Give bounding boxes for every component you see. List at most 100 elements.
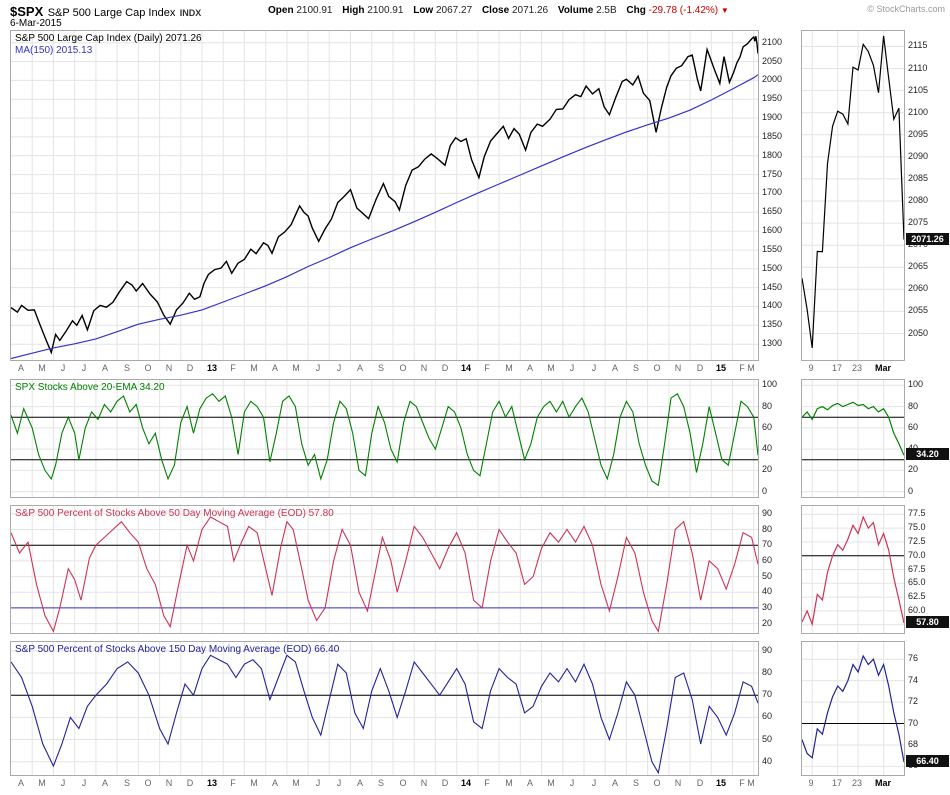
- x-axis-label: 23: [851, 363, 863, 373]
- series-line: [11, 35, 758, 355]
- x-axis-label: J: [336, 363, 342, 373]
- x-axis-label: D: [441, 363, 449, 373]
- y-axis-label: 100: [908, 379, 924, 389]
- legend-item: MA(150) 2015.13: [15, 45, 93, 56]
- x-axis-label: D: [186, 778, 194, 788]
- y-axis-label: 1550: [762, 244, 783, 254]
- y-axis-label: 2100: [908, 107, 929, 117]
- series-line: [11, 74, 758, 360]
- y-axis-label: 70: [762, 539, 773, 549]
- x-axis-label: 14: [460, 778, 472, 788]
- series-line: [11, 516, 758, 633]
- x-axis-label: N: [420, 778, 428, 788]
- main-panel-2: [10, 379, 759, 498]
- x-axis-label: S: [123, 363, 131, 373]
- y-axis-label: 60: [908, 422, 919, 432]
- plot-canvas: [11, 380, 758, 497]
- y-axis-label: 40: [762, 586, 773, 596]
- plot-canvas: [802, 380, 904, 497]
- x-axis-label: A: [356, 778, 364, 788]
- y-axis-label: 2110: [908, 63, 928, 73]
- y-axis-label: 1900: [762, 112, 783, 122]
- x-axis-label: J: [569, 778, 575, 788]
- x-axis-label: 9: [808, 363, 814, 373]
- y-axis-label: 1750: [762, 169, 783, 179]
- y-axis-label: 40: [762, 443, 773, 453]
- y-axis-label: 0: [762, 486, 768, 496]
- y-axis-label: 80: [908, 401, 919, 411]
- x-axis-label: J: [591, 363, 597, 373]
- index-name: S&P 500 Large Cap Index: [47, 7, 176, 19]
- y-axis-label: 1650: [762, 206, 783, 216]
- close-label: Close: [481, 5, 510, 16]
- x-axis-label: A: [271, 778, 279, 788]
- x-axis-label: O: [399, 363, 407, 373]
- x-axis-label: M: [292, 778, 300, 788]
- x-axis-label: J: [60, 778, 66, 788]
- series-line: [11, 392, 758, 487]
- y-axis-label: 1500: [762, 263, 783, 273]
- x-axis-label: N: [674, 778, 682, 788]
- mini-panel-4: [801, 641, 905, 776]
- x-axis-label: O: [144, 778, 152, 788]
- y-axis-label: 77.5: [908, 508, 926, 518]
- series-line: [11, 654, 758, 775]
- low-label: Low: [413, 5, 434, 16]
- chart-date: 6-Mar-2015: [10, 18, 62, 29]
- x-axis-label: J: [591, 778, 597, 788]
- y-axis-label: 2115: [908, 40, 928, 50]
- x-axis-label: F: [230, 363, 236, 373]
- y-axis-label: 2050: [908, 328, 929, 338]
- y-axis-label: 1800: [762, 150, 783, 160]
- y-axis-label: 80: [762, 401, 773, 411]
- y-axis-label: 1600: [762, 225, 783, 235]
- close-value: 2071.26: [511, 5, 549, 16]
- x-axis-label: A: [526, 778, 534, 788]
- plot-canvas: [11, 506, 758, 633]
- x-axis-label: D: [696, 363, 704, 373]
- chg-value: -29.78 (-1.42%): [648, 5, 719, 16]
- plot-canvas: [802, 642, 904, 775]
- y-axis-label: 20: [762, 618, 773, 628]
- x-axis-label: J: [336, 778, 342, 788]
- exchange-label: INDX: [179, 8, 202, 18]
- x-axis-label: 15: [715, 363, 727, 373]
- x-axis-label: M: [505, 363, 513, 373]
- y-axis-label: 65.0: [908, 577, 926, 587]
- x-axis-label: A: [611, 363, 619, 373]
- x-axis-label: F: [230, 778, 236, 788]
- legend-item: S&P 500 Large Cap Index (Daily) 2071.26: [15, 33, 202, 44]
- y-axis-label: 76: [908, 653, 919, 663]
- current-value-box: 66.40: [906, 755, 949, 767]
- x-axis-label: J: [81, 778, 87, 788]
- y-axis-label: 30: [762, 602, 773, 612]
- x-axis-label: S: [377, 363, 385, 373]
- y-axis-label: 60: [762, 711, 773, 721]
- x-axis-label: A: [17, 363, 25, 373]
- x-axis-label: M: [250, 778, 258, 788]
- y-axis-label: 67.5: [908, 564, 926, 574]
- x-axis-label: 17: [831, 363, 843, 373]
- y-axis-label: 2095: [908, 129, 929, 139]
- y-axis-label: 2085: [908, 173, 929, 183]
- mini-series-line: [802, 35, 904, 348]
- x-axis-label: O: [653, 778, 661, 788]
- x-axis-label: 15: [715, 778, 727, 788]
- plot-canvas: [11, 642, 758, 775]
- x-axis-label: S: [123, 778, 131, 788]
- x-axis-label: M: [250, 363, 258, 373]
- x-axis-label: 14: [460, 363, 472, 373]
- x-axis-label: 23: [851, 778, 863, 788]
- y-axis-label: 1450: [762, 282, 783, 292]
- y-axis-label: 80: [762, 667, 773, 677]
- quote-open: Open 2100.91: [268, 5, 333, 16]
- x-axis-label: J: [569, 363, 575, 373]
- x-axis-label: O: [653, 363, 661, 373]
- symbol: $SPX: [10, 4, 44, 19]
- volume-label: Volume: [557, 5, 594, 16]
- x-axis-label: M: [505, 778, 513, 788]
- y-axis-label: 72.5: [908, 536, 926, 546]
- y-axis-label: 75.0: [908, 522, 926, 532]
- y-axis-label: 60: [762, 555, 773, 565]
- y-axis-label: 2075: [908, 217, 929, 227]
